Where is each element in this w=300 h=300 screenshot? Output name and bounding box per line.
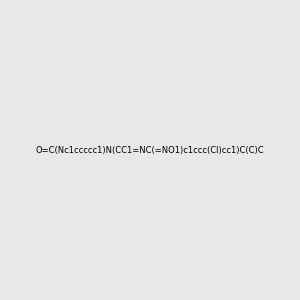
Text: O=C(Nc1ccccc1)N(CC1=NC(=NO1)c1ccc(Cl)cc1)C(C)C: O=C(Nc1ccccc1)N(CC1=NC(=NO1)c1ccc(Cl)cc1… (36, 146, 264, 154)
